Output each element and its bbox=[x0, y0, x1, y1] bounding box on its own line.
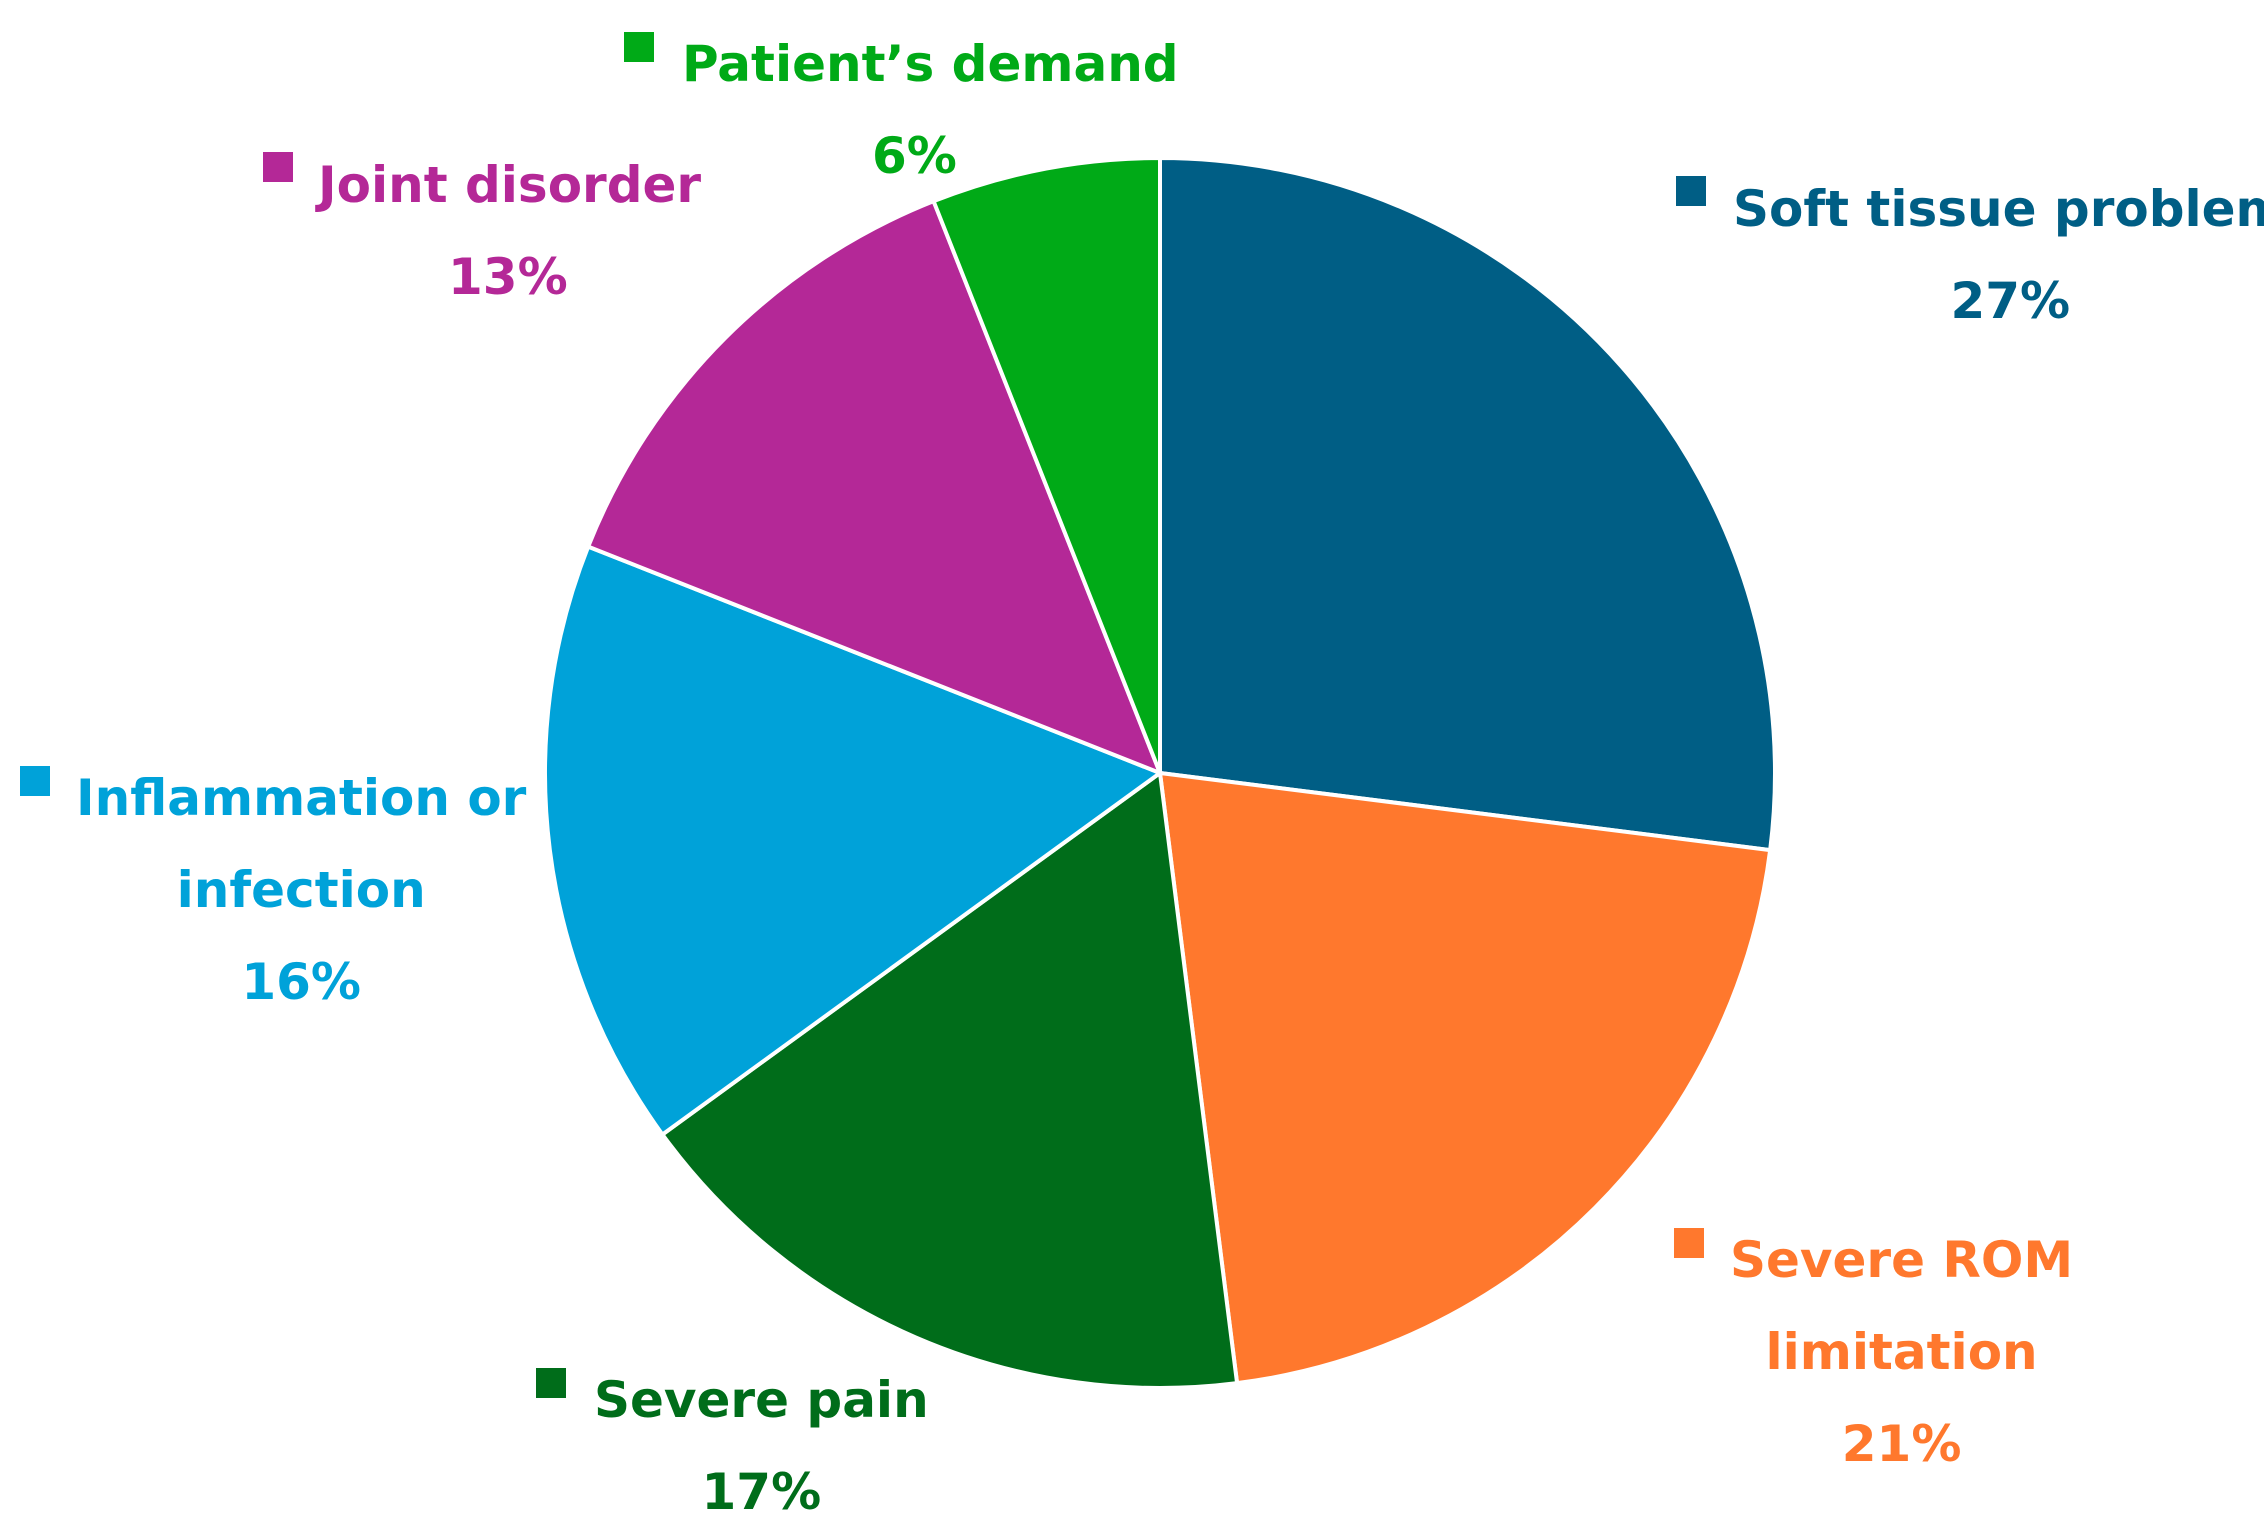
label-joint-pct: 13% bbox=[448, 248, 568, 306]
pie-slice-pain bbox=[660, 771, 1240, 1390]
label-rom-line2: limitation bbox=[1765, 1323, 2038, 1381]
label-joint-name: Joint disorder bbox=[318, 156, 702, 214]
label-demand-pct: 6% bbox=[872, 127, 957, 185]
label-rom-pct: 21% bbox=[1841, 1415, 1962, 1473]
label-inflammation-line2: infection bbox=[176, 861, 426, 919]
legend-marker-demand bbox=[624, 32, 654, 62]
label-demand: Patient’s demand 6% bbox=[682, 18, 1179, 202]
label-inflammation-pct: 16% bbox=[241, 953, 362, 1011]
legend-marker-rom bbox=[1674, 1228, 1704, 1258]
label-pain-name: Severe pain bbox=[594, 1371, 929, 1429]
label-inflammation-line1: Inflammation or bbox=[76, 769, 527, 827]
label-inflammation: Inflammation or infection 16% bbox=[76, 752, 526, 1028]
legend-marker-joint bbox=[263, 152, 293, 182]
label-demand-name: Patient’s demand bbox=[682, 35, 1179, 93]
legend-marker-inflammation bbox=[20, 766, 50, 796]
label-joint: Joint disorder 13% bbox=[318, 139, 701, 323]
legend-marker-soft-tissue bbox=[1676, 176, 1706, 206]
pie-slice-joint bbox=[586, 199, 1162, 775]
pie-slice-demand bbox=[931, 156, 1162, 775]
pie-slice-rom bbox=[1158, 771, 1773, 1386]
pie-slice-soft-tissue bbox=[1158, 156, 1777, 853]
pie-slice-inflammation bbox=[543, 544, 1162, 1137]
label-rom-line1: Severe ROM bbox=[1730, 1231, 2074, 1289]
legend-marker-pain bbox=[536, 1368, 566, 1398]
label-pain-pct: 17% bbox=[701, 1463, 822, 1521]
label-soft-tissue-name: Soft tissue problem bbox=[1733, 180, 2264, 238]
label-rom: Severe ROM limitation 21% bbox=[1730, 1214, 2073, 1490]
label-pain: Severe pain 17% bbox=[594, 1354, 929, 1538]
label-soft-tissue: Soft tissue problem 27% bbox=[1733, 163, 2264, 347]
label-soft-tissue-pct: 27% bbox=[1950, 272, 2071, 330]
